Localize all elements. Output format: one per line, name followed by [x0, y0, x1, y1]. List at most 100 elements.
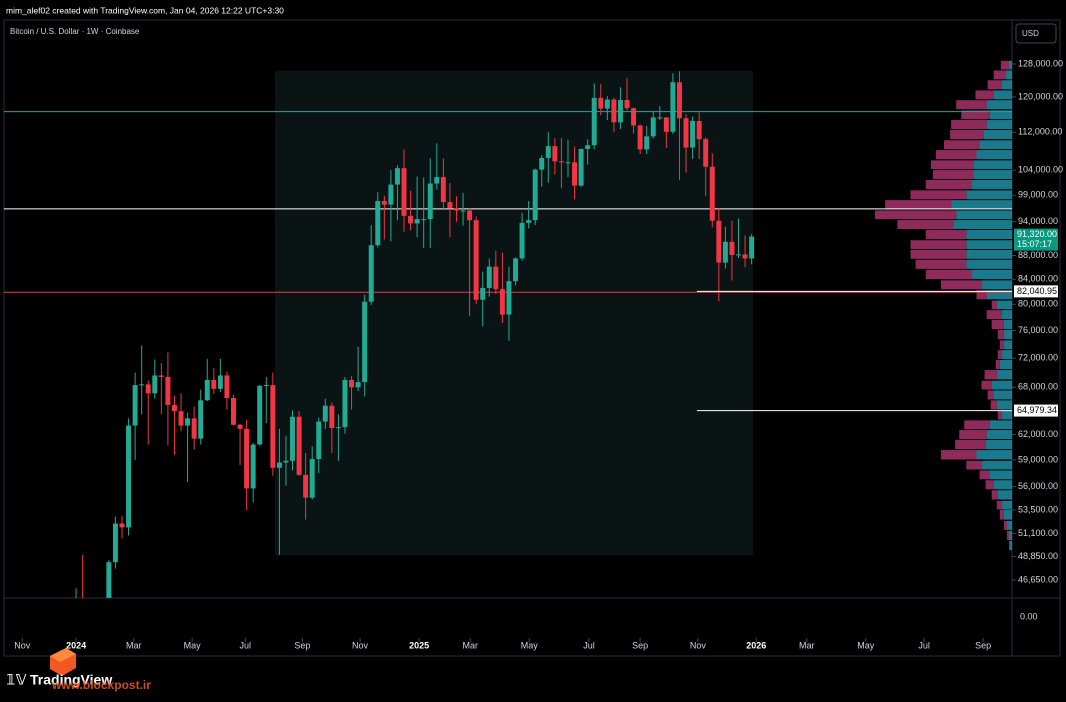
profile-up	[976, 150, 1012, 160]
profile-up	[1001, 80, 1012, 90]
x-tick-label: Sep	[294, 640, 310, 650]
x-tick-label: May	[857, 640, 875, 650]
profile-down	[897, 220, 954, 230]
candle-body	[440, 177, 446, 203]
candle-body	[709, 166, 715, 221]
x-tick-label: Jul	[240, 640, 252, 650]
profile-up	[997, 490, 1012, 500]
profile-down	[955, 439, 986, 450]
candle-body	[447, 202, 453, 209]
candle-body	[126, 425, 132, 528]
candle-body	[165, 376, 171, 405]
profile-up	[966, 229, 1012, 240]
price-level-label: 82,040.95	[1017, 286, 1057, 296]
price-level-box	[1014, 404, 1058, 417]
candle-body	[703, 139, 709, 167]
candle-body	[388, 184, 394, 205]
candle-body	[217, 375, 223, 389]
candle-body	[532, 169, 538, 221]
currency[interactable]: USD	[1022, 29, 1039, 38]
y-tick-label: 48,850.00	[1018, 551, 1058, 561]
profile-down	[991, 319, 1004, 329]
last-price-label: 91,320.00	[1017, 229, 1057, 239]
profile-down	[940, 450, 977, 460]
candle-body	[434, 177, 440, 184]
candle-body	[276, 462, 282, 468]
profile-down	[991, 490, 998, 500]
candle-body	[171, 404, 177, 412]
candle-body	[499, 289, 505, 315]
profile-up	[985, 439, 1012, 450]
x-tick-label: Jul	[918, 640, 930, 650]
profile-down	[910, 240, 967, 249]
y-tick-label: 94,000.00	[1018, 216, 1058, 226]
candle-body	[486, 266, 492, 288]
profile-down	[910, 249, 967, 259]
candle-body	[263, 385, 269, 387]
profile-up	[993, 390, 1012, 400]
profile-up	[981, 460, 1012, 470]
x-tick-label: Nov	[690, 640, 707, 650]
candle-body	[644, 136, 650, 150]
watermark: www.blockpost.ir	[51, 678, 151, 692]
profile-up	[996, 370, 1012, 380]
candle-body	[224, 375, 230, 398]
candle-body	[119, 523, 125, 528]
candle-body	[578, 148, 584, 186]
candle-body	[349, 379, 355, 388]
y-tick-label: 76,000.00	[1018, 325, 1058, 335]
candle-body	[736, 254, 741, 256]
candle-body	[145, 384, 151, 394]
profile-up	[953, 220, 1012, 230]
currency-button[interactable]	[1015, 23, 1057, 44]
y-tick-label: 53,500.00	[1018, 504, 1058, 514]
candle-body	[342, 379, 348, 428]
symbol: Bitcoin / U.S. Dollar · 1W · Coinbase	[10, 27, 140, 36]
y-tick-label: 62,000.00	[1018, 429, 1058, 439]
profile-up	[986, 100, 1012, 110]
range-box	[275, 71, 753, 555]
candle-body	[473, 220, 479, 300]
logo-mark: 𝟙𝕍	[6, 672, 27, 688]
profile-down	[997, 329, 1004, 340]
candle-body	[690, 120, 696, 148]
candle-body	[467, 210, 473, 221]
profile-up	[951, 200, 1012, 210]
profile-down	[925, 229, 967, 240]
x-tick-label: Mar	[799, 640, 815, 650]
profile-up	[1008, 60, 1012, 70]
candle-body	[408, 215, 414, 224]
profile-down	[944, 140, 980, 150]
candle-body	[158, 375, 164, 377]
profile-down	[975, 90, 994, 100]
profile-down	[930, 160, 974, 170]
candle-body	[335, 427, 341, 429]
profile-down	[964, 420, 990, 430]
profile-up	[986, 290, 1012, 300]
profile-down	[966, 460, 982, 470]
profile-down	[1006, 530, 1009, 540]
y-tick-label: 56,000.00	[1018, 481, 1058, 491]
candle-body	[421, 219, 427, 221]
candle-body	[139, 384, 145, 386]
candle-body	[106, 562, 112, 598]
candle-body	[244, 428, 250, 489]
profile-down	[950, 129, 984, 140]
profile-up	[973, 170, 1012, 180]
profile-down	[999, 340, 1004, 350]
candle-body	[401, 168, 407, 216]
candle-body	[427, 183, 433, 220]
profile-up	[996, 300, 1012, 310]
profile-up	[971, 269, 1012, 280]
profile-up	[1003, 319, 1012, 329]
candle-body	[230, 397, 236, 425]
profile-up	[1006, 520, 1012, 530]
candle-body	[198, 400, 204, 439]
y-tick-label: 84,000.00	[1018, 274, 1058, 284]
candle-body	[670, 82, 676, 132]
y-tick-label: 112,000.00	[1018, 127, 1062, 137]
profile-up	[986, 430, 1012, 440]
x-tick-label: Mar	[463, 640, 479, 650]
plot	[4, 60, 1012, 598]
profile-up	[991, 380, 1012, 390]
